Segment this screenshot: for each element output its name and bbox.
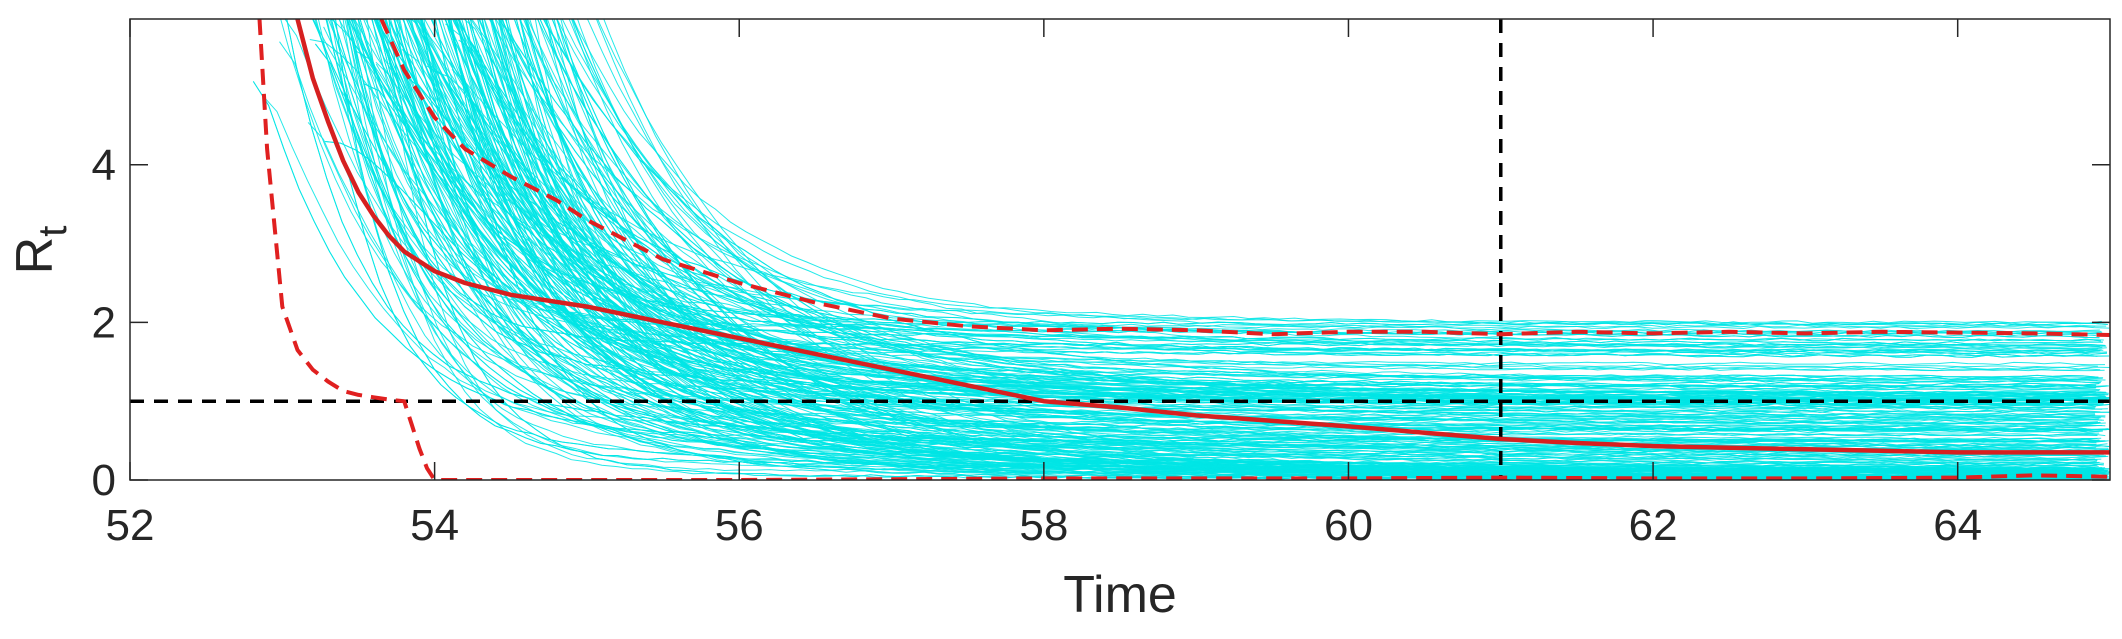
x-axis-ticks: 52 54 56 58 60 62 64	[106, 19, 1982, 550]
upper-bound-line	[379, 19, 2110, 337]
ensemble-line	[335, 19, 2110, 470]
ensemble-line	[481, 19, 2101, 353]
ensemble-line	[333, 19, 2100, 443]
ensemble-line	[433, 70, 2109, 396]
y-axis-label-main: R	[6, 237, 64, 275]
ensemble-line	[572, 19, 2102, 333]
ensemble-line	[542, 19, 2101, 384]
ensemble-line	[465, 19, 2103, 442]
ensemble-line	[536, 19, 2097, 447]
ensemble-line	[384, 19, 2098, 357]
x-tick-label: 52	[106, 501, 155, 550]
x-tick-label: 54	[410, 501, 459, 550]
ensemble-line	[545, 19, 2108, 455]
ensemble-line	[398, 19, 2107, 431]
ensemble-line	[455, 19, 2102, 419]
ensemble-line	[410, 19, 2103, 428]
ensemble-line	[430, 19, 2101, 432]
ensemble-line	[415, 19, 2102, 324]
ensemble-line	[348, 19, 2100, 434]
ensemble-line	[405, 75, 2097, 478]
ensemble-line	[465, 33, 2096, 390]
ensemble-line	[375, 61, 2097, 437]
ensemble-trajectories	[252, 19, 2110, 480]
ensemble-line	[315, 43, 2098, 468]
ensemble-line	[457, 19, 2097, 397]
ensemble-line	[346, 19, 2106, 347]
ensemble-line	[408, 19, 2105, 443]
y-tick-label: 0	[92, 456, 116, 505]
ensemble-line	[252, 81, 2097, 444]
ensemble-line	[347, 19, 2110, 401]
y-axis-label: Rt	[6, 226, 75, 275]
x-axis-label: Time	[1063, 566, 1177, 624]
ensemble-line	[453, 19, 2100, 333]
x-tick-label: 60	[1324, 501, 1373, 550]
x-tick-label: 64	[1933, 501, 1982, 550]
ensemble-line	[491, 19, 2096, 327]
ensemble-line	[458, 19, 2108, 355]
ensemble-line	[463, 19, 2105, 398]
y-axis-ticks: 0 2 4	[92, 141, 2110, 505]
ensemble-line	[454, 19, 2103, 345]
median-line	[295, 19, 2110, 455]
ensemble-line	[351, 19, 2098, 369]
ensemble-line	[350, 19, 2104, 421]
ensemble-line	[398, 19, 2107, 431]
ensemble-line	[556, 19, 2096, 472]
ensemble-line	[448, 19, 2096, 417]
summary-series	[257, 19, 2110, 480]
ensemble-line	[325, 141, 2108, 473]
ensemble-line	[385, 19, 2096, 480]
lower-bound-line	[257, 19, 2110, 480]
ensemble-line	[454, 19, 2103, 345]
ensemble-line	[371, 19, 2110, 431]
plot-frame	[129, 18, 2111, 481]
ensemble-line	[448, 84, 2110, 448]
x-tick-label: 56	[715, 501, 764, 550]
ensemble-line	[458, 19, 2105, 471]
y-axis-label-subscript: t	[31, 226, 75, 237]
ensemble-line	[373, 19, 2108, 326]
reference-lines	[130, 19, 2110, 480]
ensemble-line	[329, 19, 2101, 425]
y-tick-label: 2	[92, 298, 116, 347]
x-tick-label: 62	[1629, 501, 1678, 550]
ensemble-line	[501, 19, 2099, 378]
ensemble-line	[348, 19, 2097, 388]
y-tick-label: 4	[92, 141, 116, 190]
x-tick-label: 58	[1019, 501, 1068, 550]
ensemble-line	[344, 19, 2110, 330]
ensemble-line	[325, 19, 2104, 457]
ensemble-line	[444, 19, 2103, 350]
ensemble-line	[471, 19, 2099, 379]
ensemble-line	[315, 19, 2104, 353]
